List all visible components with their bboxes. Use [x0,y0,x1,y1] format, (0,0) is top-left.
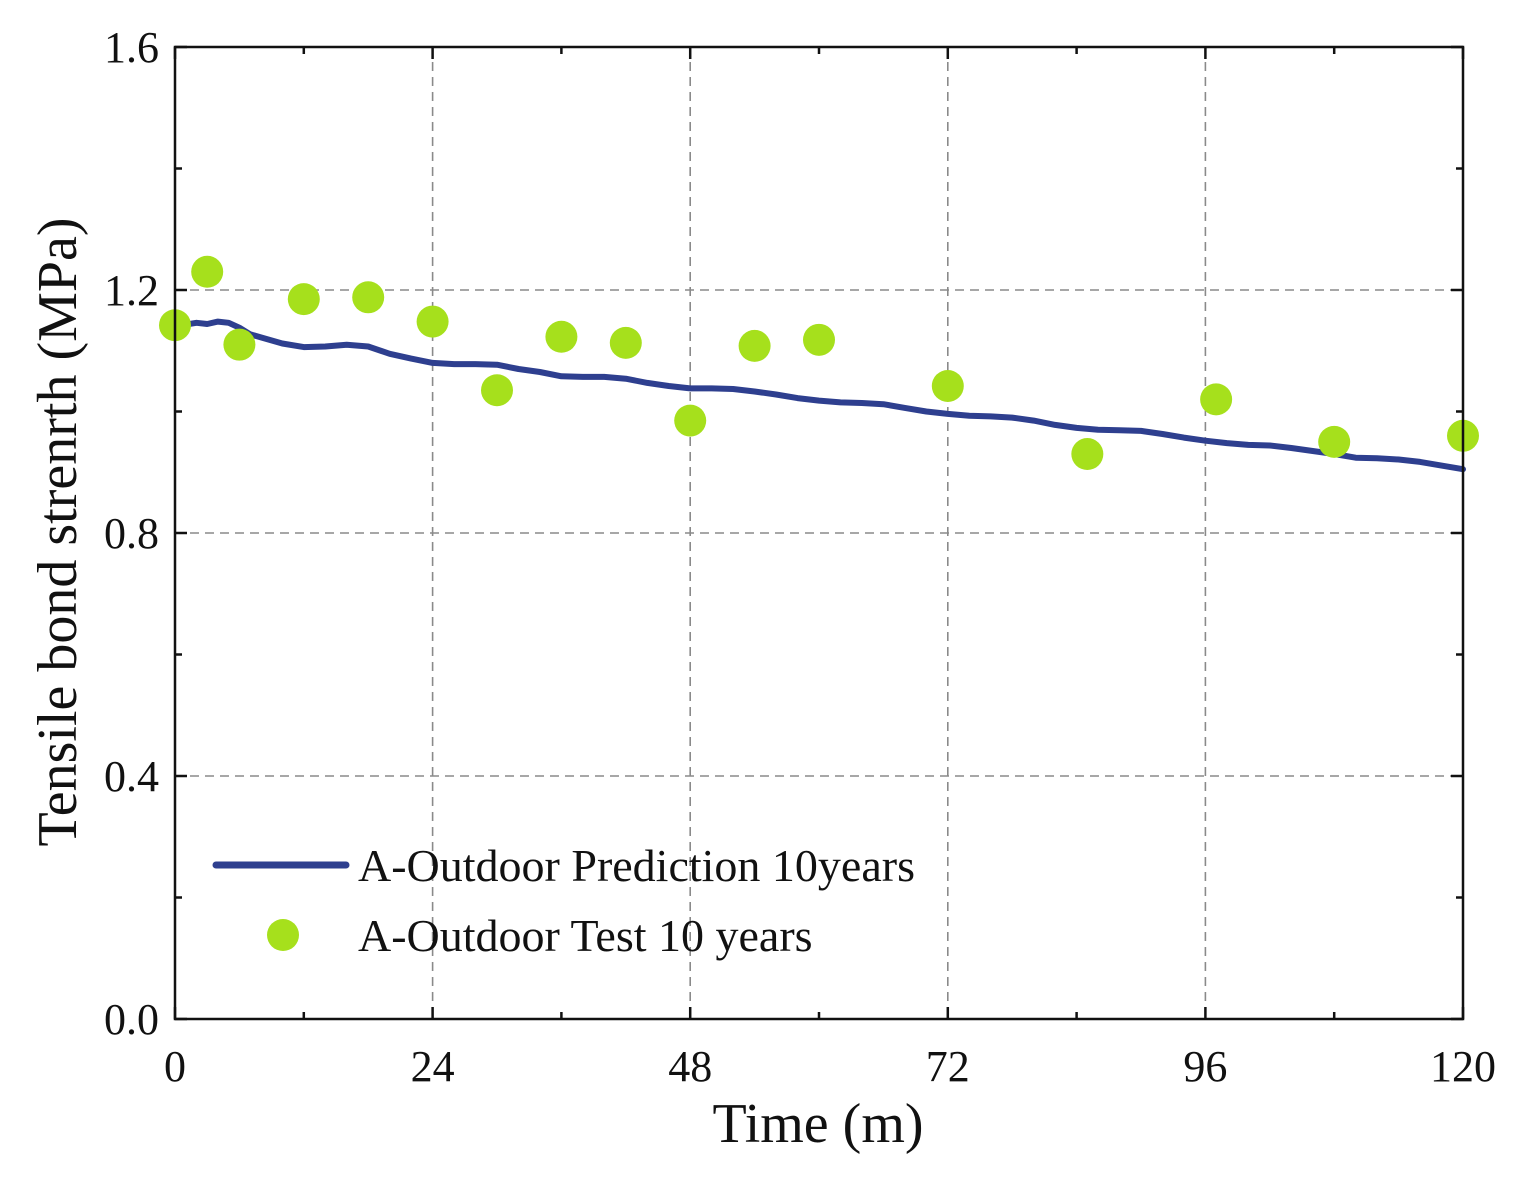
legend-label-prediction: A-Outdoor Prediction 10years [358,840,915,891]
prediction-line [172,318,1466,473]
x-tick-label: 120 [1430,1042,1496,1091]
test-data-point [803,323,835,356]
y-tick-label: 0.8 [104,509,159,558]
y-tick-label: 1.2 [104,266,159,315]
x-tick-label: 24 [411,1042,455,1091]
test-data-point [674,404,707,437]
grid-layer [175,47,1463,1019]
y-tick-label: 1.6 [104,23,159,72]
x-tick-label: 72 [926,1042,970,1091]
legend: A-Outdoor Prediction 10years A-Outdoor T… [212,840,915,961]
test-data-point [191,255,224,288]
test-data-point [287,283,320,316]
x-tick-label: 96 [1183,1042,1227,1091]
series-layer [159,255,1479,473]
test-data-point [738,329,771,362]
x-tick-label: 48 [668,1042,712,1091]
legend-label-test: A-Outdoor Test 10 years [358,910,813,961]
y-tick-label: 0.0 [104,995,159,1044]
test-data-point [481,374,513,407]
test-data-point [1318,425,1351,458]
y-axis-title: Tensile bond strenrth (MPa) [27,217,89,846]
test-data-point [931,369,964,402]
tick-layer [173,45,1465,1021]
legend-marker-swatch [267,919,299,951]
test-data-point [416,305,449,338]
x-axis-title: Time (m) [712,1093,923,1155]
test-data-point [352,281,385,314]
test-data-point [1071,438,1104,471]
test-data-point [545,320,578,353]
test-data-point [223,328,256,361]
y-tick-label: 0.4 [104,752,159,801]
test-data-point [609,326,642,359]
test-data-point [1200,383,1233,416]
x-tick-label: 0 [164,1042,186,1091]
tick-label-layer: 0 24 48 72 96 120 0.0 0.4 0.8 1.2 1.6 [104,23,1496,1091]
